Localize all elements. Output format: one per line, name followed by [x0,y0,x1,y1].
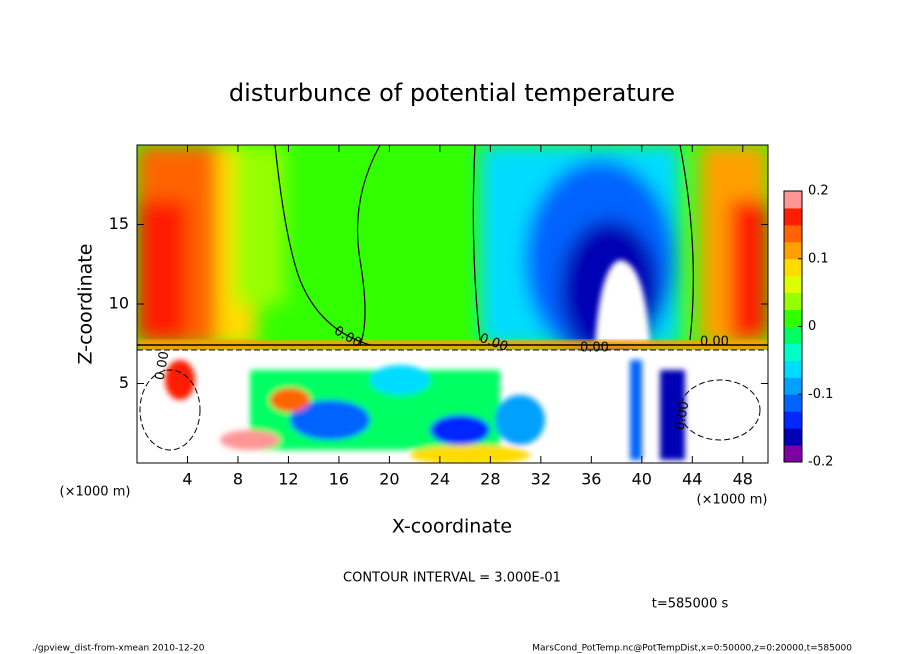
y-tick-label: 5 [119,373,129,392]
colorbar-tick-label: -0.1 [808,387,833,402]
y-axis-label: Z-coordinate [75,244,97,365]
x-axis-label: X-coordinate [392,516,512,538]
colorbar-segment [784,445,802,463]
x-tick-label: 28 [480,470,500,489]
colorbar-segment [784,191,802,209]
colorbar-segment [784,394,802,412]
colorbar-segment [784,309,802,327]
colorbar-segment [784,326,802,344]
footer-left: ./gpview_dist-from-xmean 2010-12-20 [32,644,205,654]
field [137,145,768,463]
x-unit: (×1000 m) [697,493,768,508]
x-tick-label: 48 [733,470,753,489]
contour-label: 0.00 [673,400,693,431]
colorbar-segment [784,343,802,361]
colorbar-tick-label: 0 [808,319,816,334]
x-tick-label: 40 [632,470,652,489]
colorbar-tick-label: -0.2 [808,455,833,470]
colorbar-segment [784,428,802,446]
contour-label: 0.00 [700,335,729,350]
contour-label: 0.00 [580,341,609,356]
time-label: t=585000 s [652,597,729,612]
y-tick-label: 10 [109,294,129,313]
x-tick-label: 32 [531,470,551,489]
colorbar-segment [784,207,802,226]
colorbar-tick-label: 0.1 [808,251,829,266]
colorbar-segment [784,224,802,243]
y-unit: (×1000 m) [60,485,131,500]
x-tick-label: 12 [278,470,298,489]
y-tick-label: 15 [109,214,129,233]
x-tick-label: 24 [430,470,450,489]
colorbar-segment [784,241,802,260]
x-tick-label: 8 [233,470,243,489]
x-tick-label: 16 [329,470,349,489]
colorbar-segment [784,360,802,378]
footer-right: MarsCond_PotTemp.nc@PotTempDist,x=0:5000… [532,644,852,654]
colorbar-tick-label: 0.2 [808,184,829,199]
contour-label: 0.00 [153,350,173,381]
x-tick-label: 36 [581,470,601,489]
colorbar-segment [784,292,802,311]
colorbar-segment [784,275,802,294]
x-tick-label: 44 [682,470,702,489]
x-tick-label: 20 [379,470,399,489]
x-tick-label: 4 [182,470,192,489]
chart-title: disturbunce of potential temperature [229,79,675,107]
colorbar-segment [784,377,802,395]
colorbar-segment [784,258,802,277]
contour-interval: CONTOUR INTERVAL = 3.000E-01 [343,571,561,586]
colorbar-segment [784,411,802,429]
